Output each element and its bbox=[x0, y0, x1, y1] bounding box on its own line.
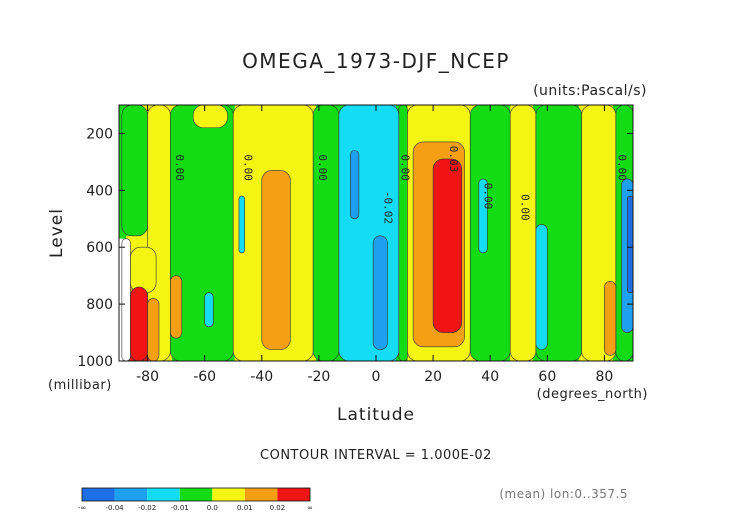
contour-region bbox=[121, 104, 148, 237]
contour-region bbox=[626, 195, 634, 294]
colorbar-swatch bbox=[147, 488, 180, 501]
colorbar-label: 0.0 bbox=[207, 504, 218, 512]
colorbar-label: -∞ bbox=[78, 504, 86, 512]
y-axis-title: Level bbox=[47, 208, 67, 258]
contour-region bbox=[130, 246, 157, 294]
colorbar-swatch bbox=[212, 488, 245, 501]
contour-region bbox=[372, 235, 388, 350]
contour-region bbox=[604, 281, 617, 356]
x-tick-label: -20 bbox=[307, 369, 330, 385]
x-tick-label: 20 bbox=[424, 369, 442, 385]
contour-label: 0.03 bbox=[447, 146, 460, 173]
contour-label: 0.00 bbox=[616, 154, 629, 181]
contour-region bbox=[238, 195, 245, 254]
colorbar-label: 0.01 bbox=[237, 504, 253, 512]
contour-label: 0.00 bbox=[519, 194, 532, 221]
contour-region bbox=[147, 298, 160, 362]
contour-region bbox=[478, 178, 488, 254]
x-tick-label: -80 bbox=[136, 369, 159, 385]
x-tick-label: 60 bbox=[538, 369, 556, 385]
contour-labels: 0.00 0.00 0.00 0.00 -0.02 0.03 0.00 0.00 0.00 bbox=[173, 146, 629, 224]
y-tick-label: 800 bbox=[86, 297, 113, 313]
y-tick-label: 200 bbox=[86, 126, 113, 142]
colorbar-swatch bbox=[244, 488, 278, 501]
x-tick-label: -40 bbox=[250, 369, 273, 385]
x-tick-label: 80 bbox=[596, 369, 614, 385]
contour-region bbox=[509, 104, 537, 362]
colorbar-frame bbox=[81, 487, 311, 502]
x-unit-label: (degrees_north) bbox=[537, 387, 648, 402]
contour-label: 0.00 bbox=[482, 183, 495, 210]
contour-label: 0.00 bbox=[242, 154, 255, 181]
contour-region bbox=[192, 104, 228, 129]
chart-title: OMEGA_1973-DJF_NCEP bbox=[242, 49, 510, 73]
colorbar-swatch bbox=[277, 488, 310, 501]
contour-label: 0.00 bbox=[173, 154, 186, 181]
contour-label: 0.00 bbox=[399, 154, 412, 181]
contour-region bbox=[469, 104, 511, 362]
colorbar-swatch bbox=[179, 488, 213, 501]
contour-region bbox=[432, 158, 462, 333]
x-axis-title: Latitude bbox=[337, 405, 415, 425]
y-axis: 200 400 600 800 1000 bbox=[77, 126, 633, 370]
colorbar-swatch bbox=[82, 488, 115, 501]
colorbar-label: -0.04 bbox=[106, 504, 125, 512]
contour-region bbox=[349, 150, 360, 220]
contour-region bbox=[338, 104, 400, 362]
colorbar-label: -0.02 bbox=[138, 504, 156, 512]
contour-region bbox=[170, 275, 183, 339]
y-tick-label: 600 bbox=[86, 240, 113, 256]
y-tick-label: 400 bbox=[86, 183, 113, 199]
x-axis: -80 -60 -40 -20 0 20 40 60 80 bbox=[136, 105, 613, 385]
contour-label: 0.00 bbox=[316, 154, 329, 181]
contour-label: -0.02 bbox=[382, 191, 395, 224]
contour-region bbox=[312, 104, 340, 362]
contour-region bbox=[398, 104, 408, 362]
colorbar-label: -0.01 bbox=[171, 504, 189, 512]
mean-note: (mean) lon:0..357.5 bbox=[499, 487, 628, 501]
x-tick-label: -60 bbox=[193, 369, 216, 385]
colorbar-label: ∞ bbox=[307, 504, 313, 512]
y-unit-label: (millibar) bbox=[48, 378, 112, 393]
contour-interval-text: CONTOUR INTERVAL = 1.000E-02 bbox=[260, 448, 492, 463]
units-label: (units:Pascal/s) bbox=[533, 83, 647, 99]
x-tick-label: 40 bbox=[481, 369, 499, 385]
contour-region bbox=[204, 292, 214, 328]
colorbar-label: 0.02 bbox=[270, 504, 286, 512]
contour-field bbox=[119, 104, 634, 362]
contour-region bbox=[535, 224, 548, 350]
contour-region bbox=[130, 286, 148, 362]
y-tick-label: 1000 bbox=[77, 354, 113, 370]
colorbar-swatch bbox=[114, 488, 148, 501]
contour-region bbox=[121, 238, 131, 362]
colorbar: -∞ -0.04 -0.02 -0.01 0.0 0.01 0.02 ∞ bbox=[78, 487, 313, 512]
contour-region bbox=[261, 170, 291, 350]
x-tick-label: 0 bbox=[372, 369, 381, 385]
